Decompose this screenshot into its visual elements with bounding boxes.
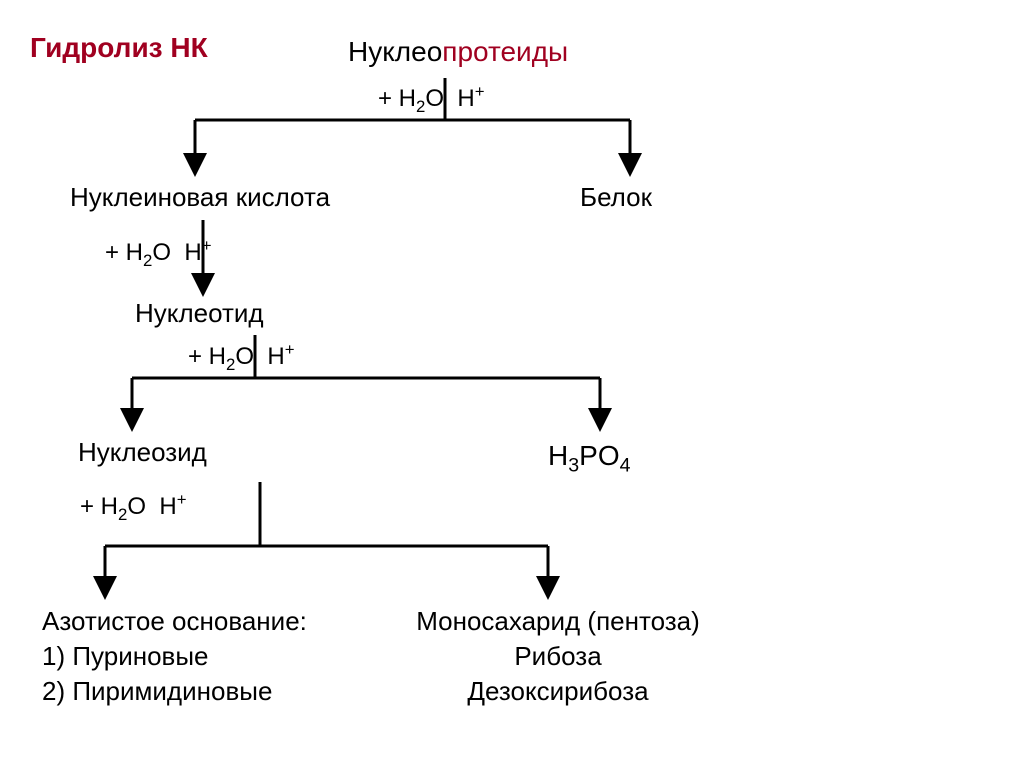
base-heading: Азотистое основание: [42,604,307,639]
mono-heading: Моносахарид (пентоза) [398,604,718,639]
mono-line-2: Дезоксирибоза [398,674,718,709]
base-line-2: 2) Пиримидиновые [42,674,307,709]
node-nitrogenous-base: Азотистое основание: 1) Пуриновые 2) Пир… [42,604,307,709]
mono-line-1: Рибоза [398,639,718,674]
node-monosaccharide: Моносахарид (пентоза) Рибоза Дезоксирибо… [398,604,718,709]
base-line-1: 1) Пуриновые [42,639,307,674]
